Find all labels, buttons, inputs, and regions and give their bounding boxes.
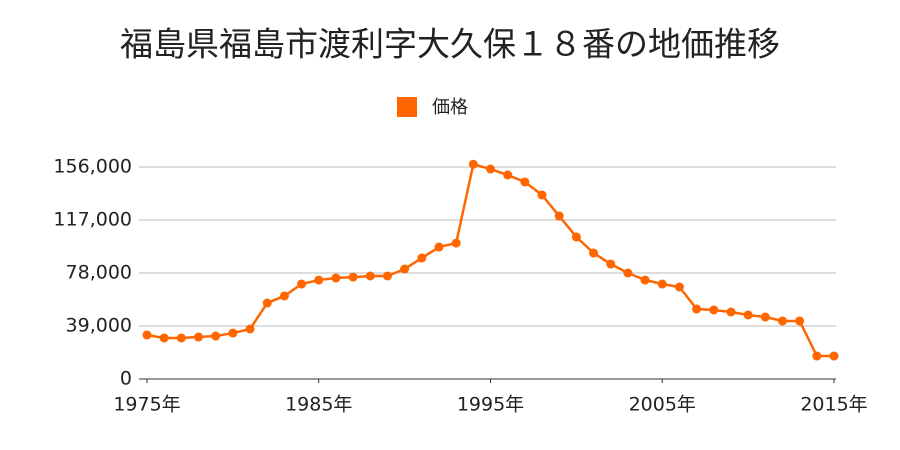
data-point xyxy=(434,242,444,252)
x-tick-label: 1995年 xyxy=(457,394,524,416)
data-point xyxy=(228,328,238,338)
data-point xyxy=(829,351,839,361)
data-point xyxy=(486,164,495,174)
data-point xyxy=(537,190,547,200)
data-point xyxy=(777,316,787,326)
data-point xyxy=(709,305,719,315)
chart-title: 福島県福島市渡利字大久保１８番の地価推移 xyxy=(120,25,780,64)
data-point xyxy=(812,351,822,361)
data-point xyxy=(348,272,358,282)
data-point xyxy=(417,253,427,263)
data-point xyxy=(640,275,650,285)
y-tick-label: 117,000 xyxy=(53,209,132,231)
data-point xyxy=(245,324,255,334)
data-point xyxy=(760,312,770,322)
y-tick-label: 39,000 xyxy=(66,315,132,337)
data-point xyxy=(503,170,513,180)
data-point xyxy=(142,330,152,340)
data-point xyxy=(743,310,753,320)
data-point xyxy=(692,304,702,314)
legend-swatch xyxy=(397,97,417,117)
data-point xyxy=(194,332,204,342)
legend-label: 価格 xyxy=(432,97,468,118)
data-point xyxy=(382,271,392,281)
data-point xyxy=(468,159,478,169)
x-tick-label: 1975年 xyxy=(113,394,180,416)
data-point xyxy=(211,331,221,341)
y-tick-label: 0 xyxy=(120,368,132,390)
data-point xyxy=(606,259,616,269)
data-point xyxy=(674,282,684,292)
data-point xyxy=(451,238,461,248)
data-point xyxy=(314,275,324,285)
y-tick-label: 78,000 xyxy=(66,262,132,284)
x-tick-label: 1985年 xyxy=(285,394,352,416)
data-point xyxy=(795,316,805,326)
x-tick-label: 2015年 xyxy=(800,394,867,416)
data-point xyxy=(571,232,581,242)
data-point xyxy=(400,264,410,274)
data-point xyxy=(589,248,599,258)
y-tick-label: 156,000 xyxy=(53,156,132,178)
data-point xyxy=(657,279,667,289)
data-point xyxy=(159,333,169,343)
data-point xyxy=(176,333,186,343)
data-point xyxy=(279,291,289,301)
data-point xyxy=(520,177,530,187)
data-point xyxy=(554,211,564,221)
data-point xyxy=(262,298,272,308)
data-point xyxy=(297,279,307,289)
data-point xyxy=(726,307,736,317)
data-point xyxy=(623,268,633,278)
x-tick-label: 2005年 xyxy=(629,394,696,416)
data-point xyxy=(331,273,341,283)
data-point xyxy=(365,271,375,281)
